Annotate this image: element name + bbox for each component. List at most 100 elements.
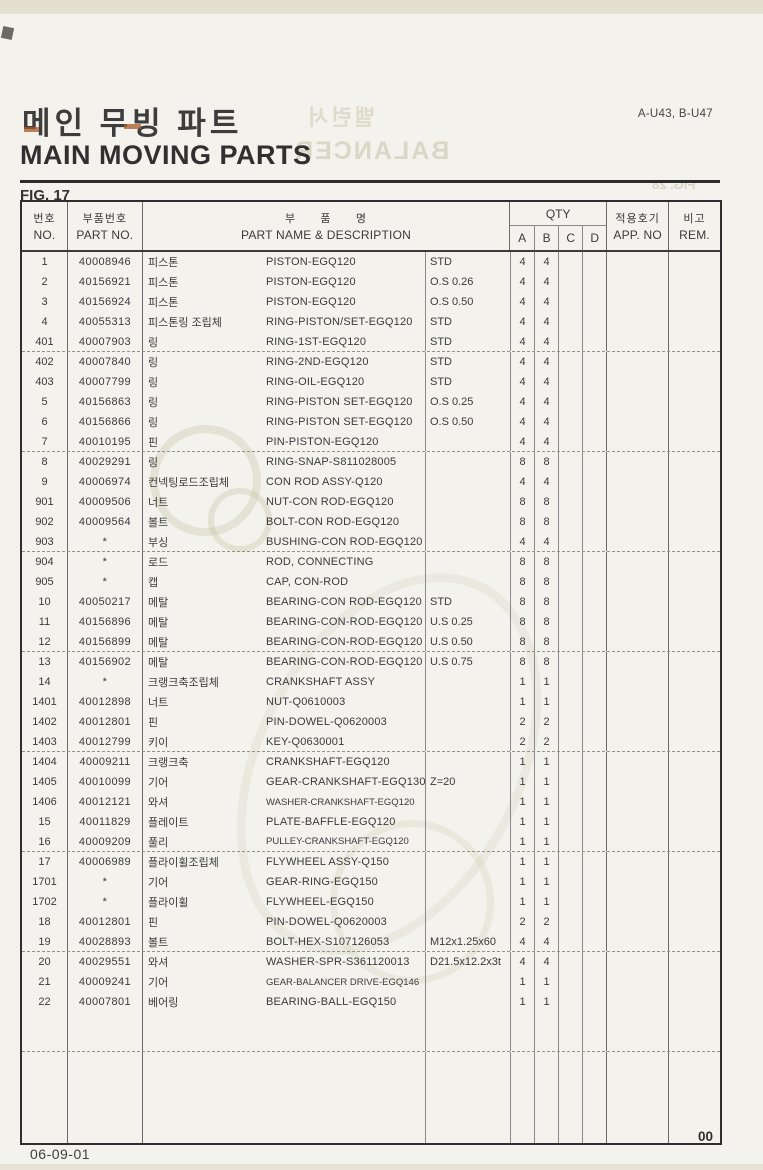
cell-no: 7 <box>41 435 48 448</box>
cell-remarks <box>668 612 720 632</box>
part-name-english: GEAR-RING-EGQ150 <box>266 876 379 888</box>
cell-qty-d <box>582 832 606 851</box>
cell-app-no <box>606 732 668 751</box>
cell-qty-c <box>558 652 582 672</box>
cell-part-no <box>67 1012 142 1032</box>
part-name-korean: 기어 <box>148 877 169 889</box>
cell-qty-b: 2 <box>534 912 558 932</box>
cell-spec: STD <box>425 252 510 272</box>
cell-spec <box>425 872 510 892</box>
cell-qty-c <box>558 812 582 832</box>
header-qty: QTY <box>510 202 607 226</box>
cell-part-name: 크랭크축 CRANKSHAFT-EGQ120 <box>142 752 425 772</box>
cell-part-name: 풀리 PULLEY-CRANKSHAFT-EGQ120 <box>142 832 425 851</box>
cell-qty-d <box>582 852 606 872</box>
cell-qty-d <box>582 272 606 292</box>
cell-part-name: 와셔 WASHER-CRANKSHAFT-EGQ120 <box>142 792 425 812</box>
cell-app-no <box>606 632 668 651</box>
cell-qty-d <box>582 412 606 432</box>
cell-spec <box>425 692 510 712</box>
cell-qty-b: 1 <box>534 812 558 832</box>
cell-qty-a: 4 <box>510 332 534 351</box>
cell-qty-c <box>558 852 582 872</box>
cell-part-name: 피스톤링 조립체 RING-PISTON/SET-EGQ120 <box>142 312 425 332</box>
cell-qty-b: 1 <box>534 872 558 892</box>
cell-qty-d <box>582 652 606 672</box>
cell-spec: M12x1.25x60 <box>425 932 510 951</box>
cell-qty-d <box>582 332 606 351</box>
part-name-english: RING-2ND-EGQ120 <box>266 356 369 368</box>
cell-spec <box>425 492 510 512</box>
part-name-english: BEARING-CON ROD-EGQ120 <box>266 596 422 608</box>
part-name-korean: 링 <box>148 397 159 409</box>
cell-part-no: 40011829 <box>67 812 142 832</box>
cell-qty-c <box>558 272 582 292</box>
cell-part-no: 40050217 <box>67 592 142 612</box>
cell-qty-c <box>558 992 582 1012</box>
cell-app-no <box>606 352 668 372</box>
table-row: 6 40156866 링 RING-PISTON SET-EGQ120 O.S … <box>22 412 720 432</box>
cell-qty-a: 1 <box>510 992 534 1012</box>
cell-qty-b: 8 <box>534 592 558 612</box>
cell-qty-c <box>558 472 582 492</box>
part-name-korean: 링 <box>148 417 159 429</box>
part-name-english: CAP, CON-ROD <box>266 576 349 588</box>
cell-qty-a: 4 <box>510 472 534 492</box>
cell-qty-b: 1 <box>534 852 558 872</box>
cell-qty-a: 4 <box>510 532 534 551</box>
cell-spec: STD <box>425 372 510 392</box>
cell-spec <box>425 972 510 992</box>
table-row: 13 40156902 메탈 BEARING-CON-ROD-EGQ120 U.… <box>22 652 720 672</box>
cell-remarks <box>668 692 720 712</box>
cell-qty-c <box>558 932 582 951</box>
cell-qty-a: 8 <box>510 652 534 672</box>
cell-remarks <box>668 872 720 892</box>
cell-no <box>22 1012 67 1032</box>
part-name-english: WASHER-CRANKSHAFT-EGQ120 <box>266 796 415 808</box>
cell-no: 16 <box>38 835 51 848</box>
cell-spec <box>425 1012 510 1032</box>
cell-spec <box>425 472 510 492</box>
header-part-name: 부 품 명 PART NAME & DESCRIPTION <box>141 202 509 250</box>
cell-spec <box>425 792 510 812</box>
table-row: 10 40050217 메탈 BEARING-CON ROD-EGQ120 ST… <box>22 592 720 612</box>
cell-no: 6 <box>41 416 48 428</box>
cell-app-no <box>606 972 668 992</box>
table-header: 번호 NO. 부품번호 PART NO. 부 품 명 PART NAME & D… <box>22 202 720 252</box>
cell-no: 2 <box>41 276 48 288</box>
cell-qty-b: 4 <box>534 932 558 951</box>
part-name-korean: 피스톤 <box>148 257 179 269</box>
cell-no: 17 <box>38 856 51 868</box>
cell-part-name: 기어 GEAR-BALANCER DRIVE-EGQ146 <box>142 972 425 992</box>
part-name-english: FLYWHEEL ASSY-Q150 <box>266 856 390 868</box>
part-name-english: KEY-Q0630001 <box>266 735 345 748</box>
cell-qty-a: 1 <box>510 692 534 712</box>
cell-part-name <box>142 1012 425 1032</box>
part-name-korean: 메탈 <box>148 636 169 649</box>
part-name-korean: 기어 <box>148 977 169 989</box>
cell-app-no <box>606 912 668 932</box>
cell-app-no <box>606 532 668 551</box>
part-name-english: BOLT-CON ROD-EGQ120 <box>266 516 400 528</box>
cell-qty-a: 1 <box>510 852 534 872</box>
cell-no: 10 <box>38 596 51 608</box>
cell-qty-d <box>582 712 606 732</box>
page-number: 00 <box>698 1129 714 1144</box>
cell-qty-c <box>558 432 582 451</box>
cell-qty-b: 1 <box>534 752 558 772</box>
table-row: 20 40029551 와셔 WASHER-SPR-S361120013 D21… <box>22 952 720 972</box>
cell-app-no <box>606 772 668 792</box>
cell-no: 1 <box>41 256 48 268</box>
part-name-english: RING-1ST-EGQ120 <box>266 335 367 348</box>
cell-qty-a: 1 <box>510 892 534 912</box>
cell-app-no <box>606 272 668 292</box>
part-name-korean: 핀 <box>148 917 159 929</box>
cell-spec: O.S 0.26 <box>425 272 510 292</box>
cell-qty-b: 8 <box>534 652 558 672</box>
part-name-korean: 캡 <box>148 577 159 589</box>
cell-part-name: 캡 CAP, CON-ROD <box>142 572 425 592</box>
cell-qty-d <box>582 432 606 451</box>
cell-spec <box>425 1032 510 1051</box>
cell-no: 1403 <box>32 735 57 748</box>
cell-app-no <box>606 652 668 672</box>
